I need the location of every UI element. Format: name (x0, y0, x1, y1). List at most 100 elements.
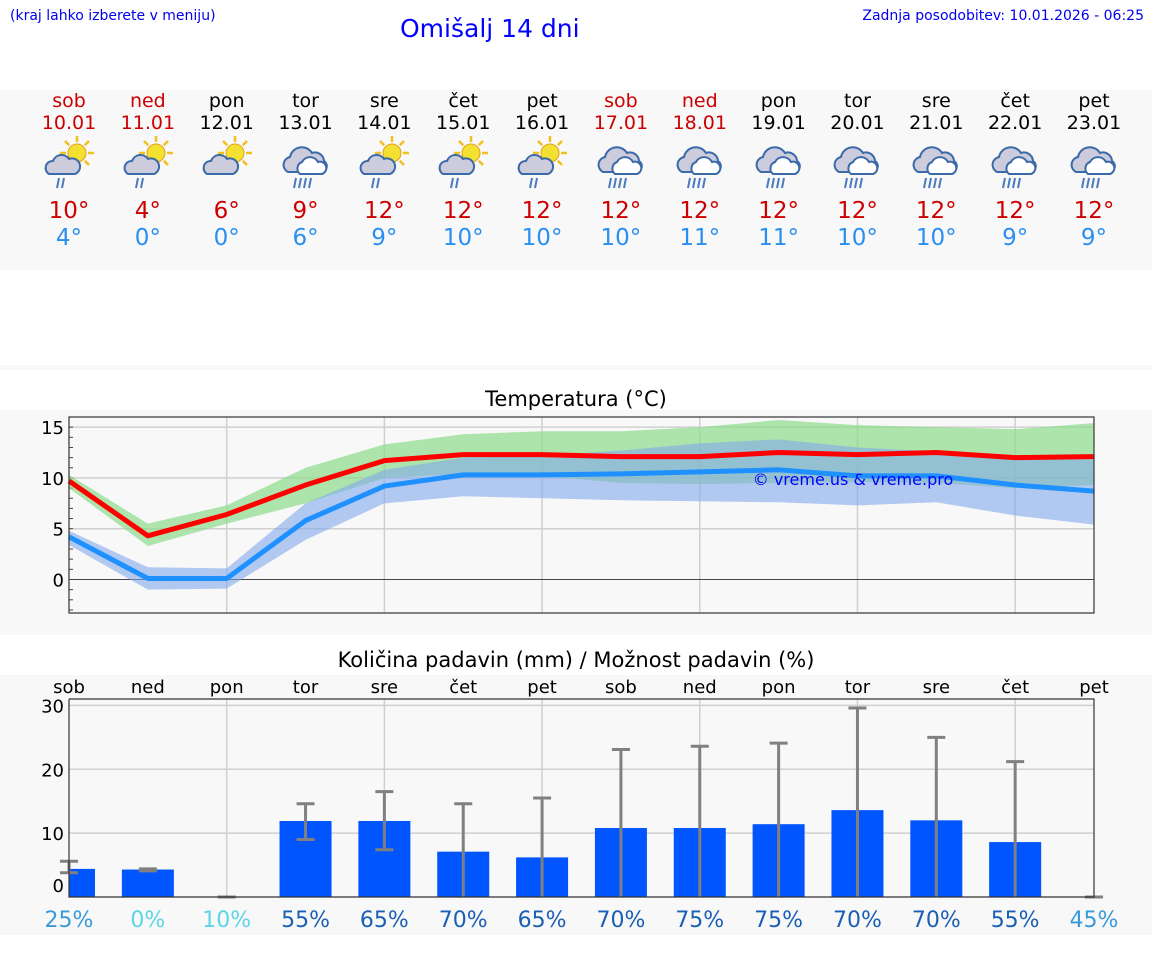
precip-probability: 70% (439, 908, 488, 933)
day-name: tor (292, 90, 319, 112)
page-title: Omišalj 14 dni (400, 14, 580, 43)
day-forecast: pet 16.01 12° 10° (502, 90, 582, 252)
min-temp: 11° (679, 225, 721, 251)
cloud-rain-icon (1070, 146, 1116, 189)
day-label: pon (762, 677, 796, 698)
precip-probability: 70% (833, 908, 882, 933)
sun-cloud-rain-icon (438, 136, 489, 189)
day-forecast: sre 21.01 12° 10° (896, 90, 976, 252)
precip-probability: 75% (675, 908, 724, 933)
day-forecast: tor 20.01 12° 10° (817, 90, 897, 252)
y-tick-label: 5 (53, 520, 64, 541)
day-date: 10.01 (41, 112, 97, 134)
sun-cloud-icon (202, 136, 252, 175)
y-tick-label: 20 (41, 760, 64, 781)
day-date: 17.01 (593, 112, 649, 134)
max-temp: 10° (48, 198, 90, 224)
precip-probability: 65% (518, 908, 567, 933)
min-temp: 10° (442, 225, 484, 251)
day-date: 16.01 (514, 112, 570, 134)
day-forecast: čet 22.01 12° 9° (975, 90, 1055, 252)
precip-probability: 10% (202, 908, 251, 933)
y-tick-label: 30 (41, 696, 64, 717)
max-temp: 12° (915, 198, 957, 224)
day-name: pet (1078, 90, 1110, 112)
day-date: 13.01 (278, 112, 333, 134)
sun-cloud-rain-icon (44, 136, 94, 189)
day-date: 23.01 (1066, 112, 1122, 134)
min-temp: 10° (521, 225, 563, 251)
sun-cloud-rain-icon (517, 136, 568, 189)
y-tick-label: 0 (53, 876, 64, 897)
precipitation-chart-title: Količina padavin (mm) / Možnost padavin … (337, 648, 815, 672)
min-temp: 10° (600, 225, 642, 251)
max-temp: 4° (134, 198, 161, 224)
precip-probability: 65% (360, 908, 409, 933)
y-tick-label: 10 (41, 824, 64, 845)
cloud-rain-icon (991, 146, 1037, 189)
last-updated: Zadnja posodobitev: 10.01.2026 - 06:25 (862, 8, 1144, 24)
divider (0, 365, 1152, 370)
day-label: sob (53, 677, 85, 698)
cloud-rain-icon (676, 146, 722, 189)
plot-frame (68, 416, 1095, 614)
day-label: čet (449, 677, 477, 698)
day-name: pon (208, 90, 245, 112)
min-temp: 0° (213, 225, 240, 251)
day-label: sre (371, 677, 398, 698)
day-date: 21.01 (909, 112, 964, 134)
day-name: ned (129, 90, 166, 112)
cloud-rain-icon (597, 146, 643, 189)
max-temp: 12° (837, 198, 878, 224)
precip-probability: 45% (1070, 908, 1119, 933)
precip-probability: 55% (281, 908, 330, 933)
day-name: čet (1000, 90, 1030, 112)
y-tick-label: 15 (41, 418, 64, 439)
plot-frame (68, 698, 1095, 898)
min-temp: 4° (55, 225, 83, 251)
min-temp: 0° (134, 225, 161, 251)
day-forecast: pon 12.01 6° 0° (187, 90, 267, 252)
day-name: sob (52, 90, 86, 112)
min-temp-range-band (69, 439, 1094, 590)
day-name: čet (448, 90, 479, 112)
day-date: 11.01 (120, 112, 176, 134)
day-forecast: tor 13.01 9° 6° (266, 90, 346, 252)
day-name: tor (844, 90, 871, 112)
day-forecast: čet 15.01 12° 10° (423, 90, 503, 252)
day-label: ned (683, 677, 717, 698)
max-temp: 12° (758, 198, 799, 224)
precip-bar (121, 869, 174, 897)
day-label: čet (1001, 677, 1029, 698)
precipitation-chart: sob ned pon tor sre čet pet sob ned pon tor sre čet p… (41, 677, 1119, 933)
day-date: 22.01 (987, 112, 1043, 134)
day-label: tor (845, 677, 871, 698)
day-name: pet (526, 90, 558, 112)
min-temp: 9° (1002, 225, 1029, 251)
max-temp: 6° (213, 198, 240, 224)
day-forecast: pon 19.01 12° 11° (739, 90, 819, 252)
sun-cloud-rain-icon (360, 136, 410, 189)
y-tick-label: 10 (41, 469, 64, 490)
cloud-rain-icon (282, 146, 328, 189)
day-date: 18.01 (672, 112, 727, 134)
day-forecast: sre 14.01 12° 9° (344, 90, 424, 252)
precip-probability: 75% (754, 908, 803, 933)
max-temp: 12° (600, 198, 642, 224)
day-name: sre (921, 90, 951, 112)
day-name: pon (760, 90, 797, 112)
temperature-chart-title: Temperatura (°C) (485, 387, 667, 411)
max-temp: 12° (521, 198, 563, 224)
sun-cloud-rain-icon (123, 136, 173, 189)
watermark: © vreme.us & vreme.pro (753, 470, 954, 489)
day-label: pet (1079, 677, 1109, 698)
min-temp: 10° (915, 225, 957, 251)
cloud-rain-icon (834, 146, 880, 189)
max-temp: 9° (292, 198, 319, 224)
day-forecast: pet 23.01 12° 9° (1054, 90, 1134, 252)
min-temp: 9° (1080, 225, 1108, 251)
day-label: sob (605, 677, 637, 698)
max-temp: 12° (1073, 198, 1115, 224)
temperature-chart: 0 5 10 15 © vreme.us & vreme.pro (41, 416, 1095, 614)
precip-probability: 0% (130, 908, 165, 933)
